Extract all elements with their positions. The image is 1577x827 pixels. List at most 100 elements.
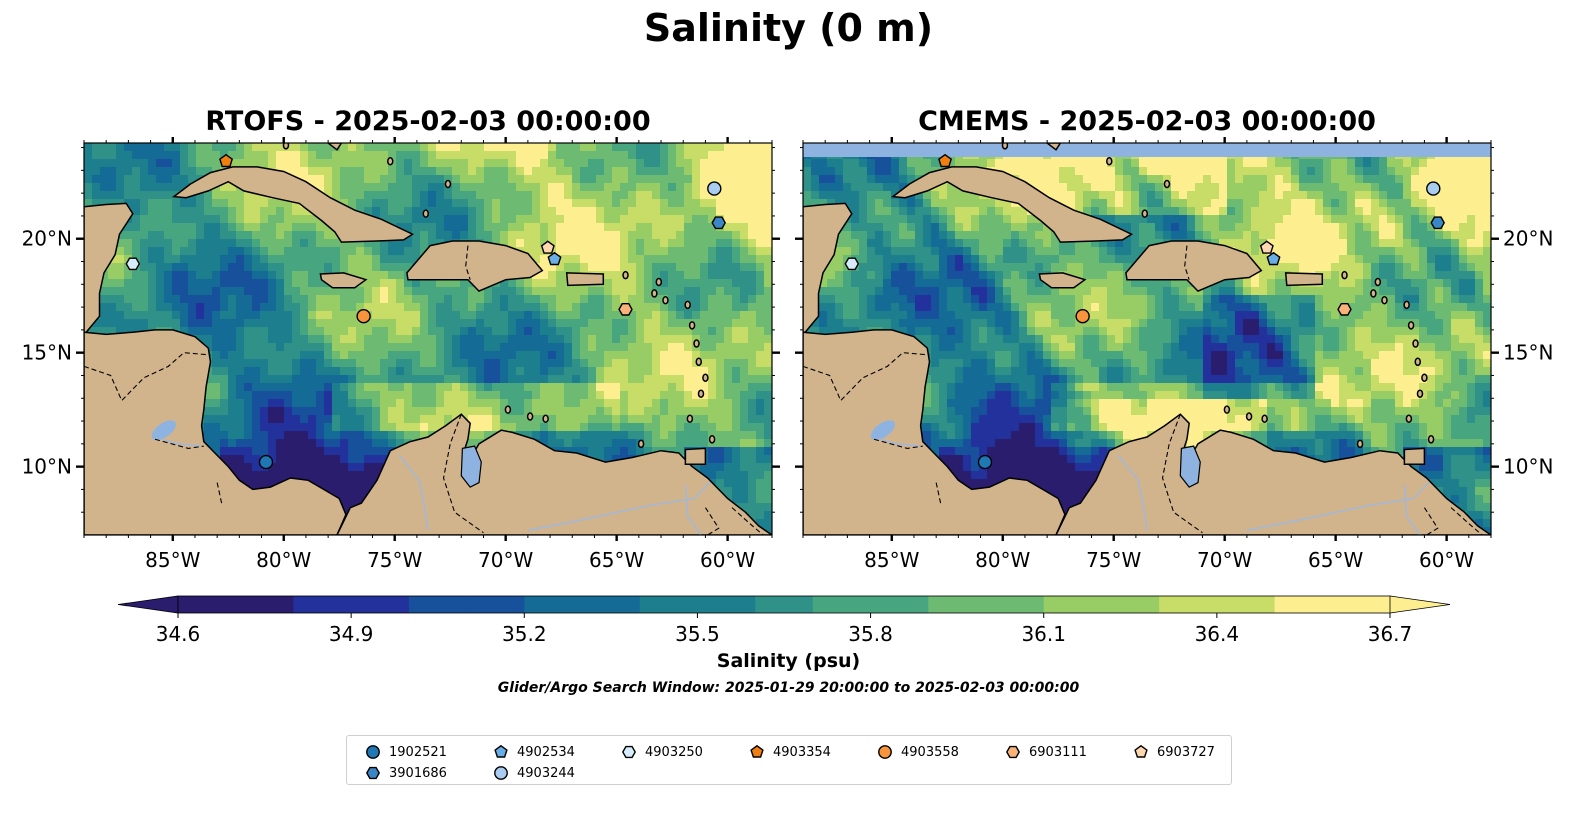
float-marker-6903727	[540, 240, 555, 254]
land-jamaica	[1038, 272, 1087, 289]
legend-item-4903354: 4903354	[749, 744, 831, 760]
legend-item-4903558: 4903558	[877, 744, 959, 760]
lon-tick-label: 80°W	[975, 548, 1030, 572]
legend-marker-icon	[494, 766, 508, 780]
colorbar-extend-low	[117, 595, 179, 614]
lon-tick-label: 60°W	[700, 548, 755, 572]
lon-tick-label: 60°W	[1419, 548, 1474, 572]
legend-label: 4902534	[517, 744, 575, 760]
salinity-field	[803, 143, 1491, 535]
salinity-field	[84, 143, 772, 535]
legend-label: 4903558	[901, 744, 959, 760]
float-marker-4903558	[1075, 309, 1090, 324]
float-marker-4903354	[219, 153, 234, 168]
land-cuba	[890, 166, 1134, 243]
land-southAmerica	[336, 413, 772, 535]
colorbar-tick-label: 36.1	[1021, 622, 1066, 646]
legend-label: 6903111	[1029, 744, 1087, 760]
legend-marker-icon	[494, 744, 508, 758]
legend-item-6903111: 6903111	[1005, 744, 1087, 760]
float-marker-6903111	[1337, 303, 1352, 316]
legend-label: 3901686	[389, 765, 447, 781]
float-marker-3901686	[1430, 216, 1446, 230]
land-puertoRico	[565, 272, 605, 287]
lon-tick-label: 70°W	[478, 548, 533, 572]
land-centralAmerica	[803, 329, 1066, 535]
land-hispaniola	[406, 240, 544, 292]
cmems-map-panel: 85°W 80°W 75°W 70°W 65°W 60°W 20°N 15°N 10°N	[795, 137, 1553, 572]
float-marker-4903558	[356, 309, 371, 324]
colorbar-tick-label: 34.9	[329, 622, 374, 646]
colorbar-label: Salinity (psu)	[716, 650, 861, 672]
float-marker-6903727	[1259, 240, 1274, 254]
land-centralAmerica	[84, 329, 347, 535]
figure-title: Salinity (0 m)	[643, 6, 934, 50]
legend-item-1902521: 1902521	[365, 744, 447, 760]
lat-tick-label: 10°N	[1503, 455, 1553, 479]
legend-item-6903727: 6903727	[1133, 744, 1215, 760]
legend-marker-icon	[366, 745, 380, 759]
legend-label: 1902521	[389, 744, 447, 760]
lat-tick-label: 10°N	[22, 455, 72, 479]
colorbar-extend-high	[1389, 595, 1451, 614]
lon-tick-label: 75°W	[1086, 548, 1141, 572]
float-marker-4903250	[844, 257, 860, 271]
lon-tick-label: 85°W	[145, 548, 200, 572]
float-marker-4903250	[125, 257, 141, 271]
float-marker-4903244	[1426, 181, 1441, 196]
legend-marker-icon	[878, 745, 892, 759]
legend-item-4903244: 4903244	[493, 765, 575, 781]
land-puertoRico	[1284, 272, 1324, 287]
salinity-colorbar: 34.6 34.9 35.2 35.5 35.8 36.1 36.4 36.7	[117, 595, 1451, 646]
colorbar-tick-label: 36.7	[1368, 622, 1413, 646]
legend-label: 4903354	[773, 744, 831, 760]
float-marker-1902521	[977, 454, 993, 470]
legend-marker-icon	[1134, 744, 1148, 758]
legend-label: 4903244	[517, 765, 575, 781]
legend-marker-icon	[750, 744, 764, 758]
legend-marker-icon	[365, 766, 381, 780]
colorbar-tick-label: 35.2	[502, 622, 547, 646]
float-marker-4902534	[547, 251, 562, 266]
float-marker-6903111	[618, 303, 633, 316]
float-marker-3901686	[711, 216, 727, 230]
rtofs-map-panel: 85°W 80°W 75°W 70°W 65°W 60°W 20°N 15°N 10°N	[22, 137, 780, 572]
lat-tick-label: 20°N	[1503, 227, 1553, 251]
land-hispaniola	[1125, 240, 1263, 292]
legend-marker-icon	[1005, 745, 1021, 759]
legend-label: 4903250	[645, 744, 703, 760]
search-window-note: Glider/Argo Search Window: 2025-01-29 20…	[497, 680, 1080, 696]
legend-item-4902534: 4902534	[493, 744, 575, 760]
colorbar-tick-label: 35.8	[848, 622, 893, 646]
land-bahamas1	[1045, 143, 1062, 151]
lat-tick-label: 15°N	[22, 341, 72, 365]
land-southAmerica	[1055, 413, 1491, 535]
legend-label: 6903727	[1157, 744, 1215, 760]
land-bahamas1	[326, 143, 343, 151]
legend-item-4903250: 4903250	[621, 744, 703, 760]
colorbar-tick-label: 36.4	[1195, 622, 1240, 646]
float-marker-1902521	[258, 454, 274, 470]
land-trinidad	[684, 447, 707, 466]
lon-tick-label: 65°W	[1308, 548, 1363, 572]
legend-marker-icon	[621, 745, 637, 759]
lon-tick-label: 75°W	[367, 548, 422, 572]
lon-tick-label: 65°W	[589, 548, 644, 572]
lon-tick-label: 70°W	[1197, 548, 1252, 572]
lat-tick-label: 20°N	[22, 227, 72, 251]
land-yucatan	[803, 202, 853, 333]
land-trinidad	[1403, 447, 1426, 466]
float-marker-4902534	[1266, 251, 1281, 266]
colorbar-tick-label: 35.5	[675, 622, 720, 646]
land-yucatan	[84, 202, 134, 333]
land-cuba	[171, 166, 415, 243]
float-marker-4903244	[707, 181, 722, 196]
lat-tick-label: 15°N	[1503, 341, 1553, 365]
cmems-panel-title: CMEMS - 2025-02-03 00:00:00	[918, 106, 1376, 137]
float-legend: 1902521 3901686 4902534 4903244 4903250 49033…	[346, 735, 1232, 785]
float-marker-4903354	[938, 153, 953, 168]
lon-tick-label: 80°W	[256, 548, 311, 572]
land-jamaica	[319, 272, 368, 289]
colorbar-tick-label: 34.6	[156, 622, 201, 646]
